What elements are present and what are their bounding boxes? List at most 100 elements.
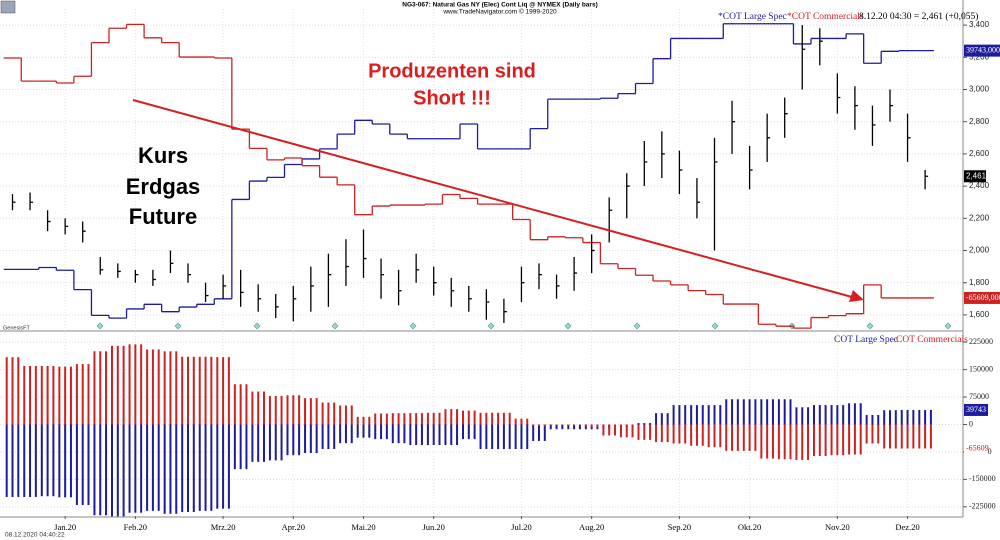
histogram-bar [34, 365, 37, 425]
histogram-bar [491, 424, 494, 450]
histogram-bar [333, 424, 336, 450]
histogram-bar [538, 424, 540, 427]
histogram-bar [690, 405, 693, 425]
histogram-bar [573, 424, 576, 426]
histogram-bar [719, 405, 722, 425]
histogram-bar [69, 424, 72, 498]
histogram-bar [111, 424, 113, 517]
histogram-bar [52, 365, 55, 425]
histogram-bar [813, 405, 815, 425]
histogram-bar [473, 410, 476, 425]
histogram-bar [268, 424, 271, 461]
histogram-bar [467, 410, 470, 425]
y-tick-label: 150000 [969, 364, 993, 373]
histogram-bar [795, 407, 798, 425]
y-tick-label: 2,000 [969, 246, 990, 255]
histogram-bar [701, 405, 704, 425]
histogram-bar [836, 424, 839, 456]
histogram-bar [233, 384, 236, 425]
histogram-bar [403, 413, 406, 425]
histogram-bar [87, 364, 90, 425]
histogram-bar [912, 424, 915, 449]
histogram-bar [257, 424, 260, 462]
histogram-bar [175, 424, 178, 514]
histogram-bar [157, 349, 160, 425]
last-value-label: -65609 [966, 443, 989, 452]
histogram-bar [485, 412, 488, 425]
y-tick-label: -225000 [969, 502, 996, 511]
histogram-bar [824, 405, 827, 425]
histogram-bar [23, 365, 26, 425]
histogram-bar [274, 424, 277, 461]
y-tick-label: -150000 [969, 474, 996, 483]
legend-entry: *COT Commercials [787, 12, 864, 22]
histogram-bar [397, 424, 400, 444]
histogram-bar [385, 413, 388, 425]
histogram-bar [532, 424, 535, 441]
histogram-bar [93, 424, 96, 516]
histogram-bar [116, 424, 119, 517]
histogram-bar [462, 424, 464, 440]
histogram-bar [590, 424, 593, 428]
event-marker [944, 322, 952, 330]
histogram-bar [736, 399, 739, 425]
histogram-bar [11, 357, 14, 425]
event-marker [564, 322, 572, 330]
histogram-bar [17, 424, 20, 497]
histogram-bar [344, 424, 347, 444]
histogram-bar [614, 424, 616, 436]
histogram-bar [456, 424, 459, 445]
histogram-bar [865, 414, 868, 425]
histogram-bar [263, 391, 265, 425]
histogram-bar [678, 405, 681, 425]
x-tick-label: Jun.20 [422, 522, 444, 532]
histogram-bar [467, 424, 470, 440]
histogram-bar [245, 424, 248, 470]
histogram-bar [573, 424, 576, 430]
histogram-bar [40, 424, 43, 497]
histogram-bar [227, 424, 230, 509]
grid: 1,600 1,800 2,000 2,200 2,400 2,600 2,800 3,000… [0, 9, 996, 532]
histogram-bar [432, 412, 435, 425]
histogram-bar [420, 413, 423, 425]
histogram-bar [807, 407, 810, 425]
histogram-bar [619, 424, 622, 438]
histogram-bar [280, 424, 283, 461]
histogram-bar [391, 424, 394, 444]
histogram-bar [245, 384, 248, 425]
histogram-bar [163, 351, 166, 425]
histogram-bar [848, 403, 851, 425]
histogram-bar [871, 424, 874, 444]
histogram-bar [578, 424, 581, 426]
histogram-bar [204, 424, 207, 511]
histogram-bar [491, 412, 494, 425]
histogram-bar [760, 424, 763, 459]
histogram-bar [754, 424, 757, 451]
histogram-bar [789, 424, 792, 460]
histogram-bar [233, 424, 236, 470]
histogram-bar [227, 357, 230, 425]
legend-entry: COT Large Spec [834, 335, 898, 345]
histogram-bar [807, 424, 810, 461]
histogram-bar [848, 424, 851, 455]
histogram-bar [625, 424, 628, 438]
histogram-bar [497, 412, 500, 425]
histogram-bar [58, 424, 61, 498]
histogram-bar [777, 424, 780, 460]
last-value-box [964, 442, 988, 455]
histogram-bar [374, 413, 377, 425]
histogram-bar [315, 424, 318, 454]
histogram-bar [257, 391, 260, 425]
histogram-bar [532, 424, 535, 427]
histogram-bar [426, 424, 429, 445]
histogram-bar [695, 424, 698, 446]
histogram-bar [169, 424, 172, 514]
event-marker [866, 322, 874, 330]
histogram-bar [397, 413, 400, 425]
histogram-bar [549, 424, 552, 426]
histogram-bar [420, 424, 423, 445]
histogram-bar [906, 424, 909, 449]
histogram-bar [11, 424, 14, 497]
histogram-bar [731, 399, 734, 425]
histogram-bar [105, 424, 108, 516]
